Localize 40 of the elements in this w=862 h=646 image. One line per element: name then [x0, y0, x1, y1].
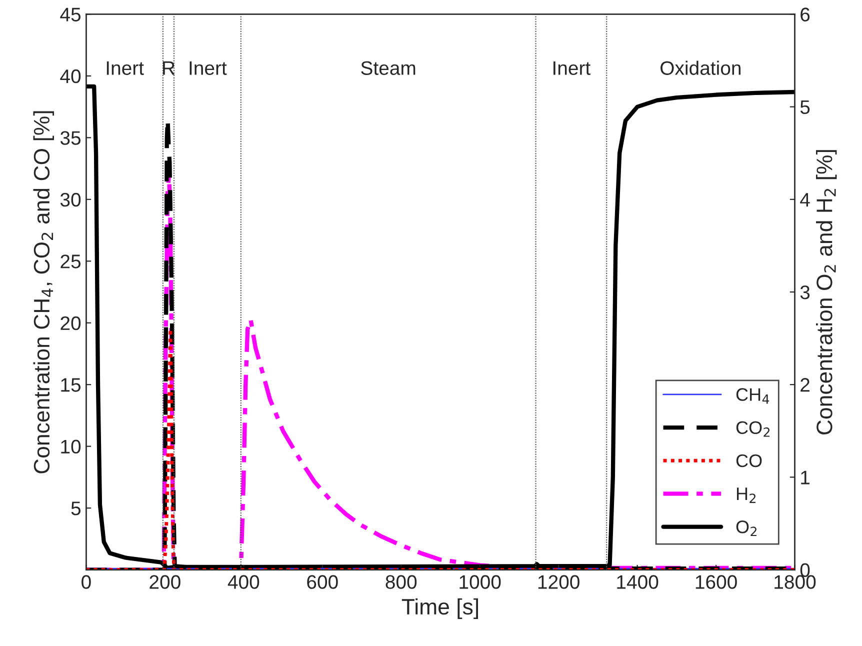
y-tick-label: 35 [60, 131, 81, 145]
x-tick-label: 1000 [460, 575, 501, 589]
x-tick-label: 1200 [538, 575, 580, 589]
y-axis-title: Concentration CH$_{4}$, CO$_{2}$ and CO [%] [33, 111, 54, 474]
x-tick-label: 200 [150, 575, 180, 589]
y-tick-label: 5 [71, 502, 81, 516]
annotation: Inert [190, 61, 227, 75]
annotation: Steam [361, 61, 416, 75]
y-tick-label: 25 [60, 254, 81, 268]
y2-axis-title: Concentration O$_{2}$ and H$_{2}$ [%] [816, 150, 837, 434]
y2-tick-label: 6 [800, 8, 810, 22]
legend-label: CH$_{4}$ [736, 388, 770, 404]
x-tick-label: 800 [386, 575, 417, 589]
annotation: Inert [554, 61, 590, 75]
x-tick-label: 600 [307, 575, 338, 589]
x-axis-title: Time [s] [402, 598, 478, 620]
x-tick-label: 0 [82, 575, 91, 589]
legend-label: CO [736, 454, 762, 468]
y-tick-label: 10 [61, 440, 81, 454]
annotation: Oxidation [660, 60, 740, 75]
y2-tick-label: 5 [800, 100, 810, 114]
y2-tick-label: 1 [801, 470, 810, 484]
y2-tick-label: 3 [800, 285, 810, 300]
y-tick-label: 15 [61, 378, 81, 392]
x-tick-label: 1600 [696, 575, 737, 589]
y-tick-label: 20 [60, 316, 81, 330]
legend-label: CO$_{2}$ [736, 421, 770, 437]
annotation: Inert [106, 61, 144, 75]
y-tick-label: 40 [60, 69, 81, 84]
annotation: R [163, 61, 175, 75]
x-tick-label: 1400 [617, 575, 658, 589]
y-tick-label: 45 [60, 8, 81, 22]
legend-label: O$_{2}$ [736, 520, 756, 536]
x-tick-label: 1800 [774, 575, 816, 589]
y2-tick-label: 2 [800, 378, 810, 392]
y2-tick-label: 4 [800, 193, 810, 206]
y2-tick-label: 0 [800, 563, 810, 578]
x-tick-label: 400 [228, 575, 260, 589]
legend-label: H$_{2}$ [736, 488, 756, 503]
y-tick-label: 30 [60, 192, 81, 207]
